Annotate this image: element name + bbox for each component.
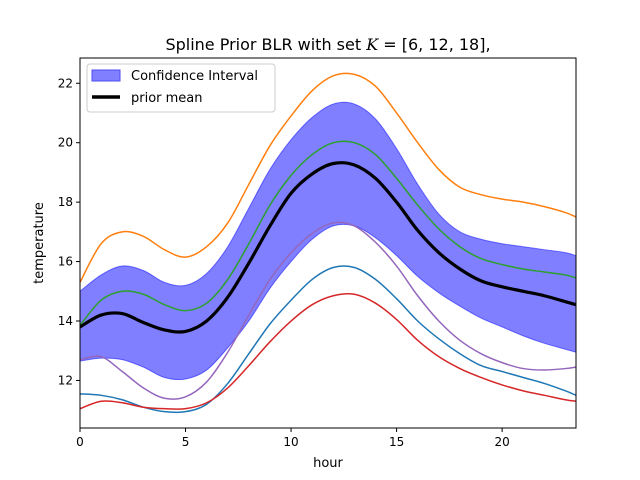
legend: Confidence Interval prior mean bbox=[86, 63, 276, 113]
title-math-symbol: K bbox=[365, 35, 379, 54]
y-tick-label: 18 bbox=[58, 195, 73, 209]
x-tick-label: 5 bbox=[182, 435, 190, 449]
x-axis-label: hour bbox=[313, 456, 343, 471]
sample-line-1 bbox=[80, 72, 576, 283]
x-tick-label: 0 bbox=[76, 435, 84, 449]
axes-frame bbox=[79, 57, 577, 429]
x-tick-label: 15 bbox=[389, 435, 404, 449]
legend-label-prior-mean: prior mean bbox=[131, 91, 203, 106]
plot-area bbox=[80, 72, 576, 414]
x-tick-label: 20 bbox=[494, 435, 509, 449]
x-tick-label: 10 bbox=[283, 435, 298, 449]
y-tick-label: 22 bbox=[58, 76, 73, 90]
y-tick-label: 12 bbox=[58, 373, 73, 387]
legend-box bbox=[86, 63, 276, 113]
legend-swatch-confidence bbox=[91, 69, 121, 82]
sample-line-5 bbox=[80, 292, 576, 410]
y-tick-label: 14 bbox=[58, 314, 73, 328]
prior-mean-line bbox=[80, 161, 576, 334]
sample-line-4 bbox=[80, 265, 576, 414]
y-tick-label: 20 bbox=[58, 136, 73, 150]
chart-title: Spline Prior BLR with set K = [6, 12, 18… bbox=[165, 35, 490, 54]
x-axis: 0 5 10 15 20 bbox=[76, 428, 510, 449]
y-tick-label: 16 bbox=[58, 255, 73, 269]
sample-line-2 bbox=[80, 140, 576, 326]
sample-line-3 bbox=[80, 221, 576, 400]
y-axis: 12 14 16 18 20 22 bbox=[58, 76, 80, 387]
legend-label-confidence: Confidence Interval bbox=[131, 69, 258, 84]
confidence-interval-band bbox=[80, 101, 576, 381]
y-axis-label: temperature bbox=[32, 202, 47, 284]
